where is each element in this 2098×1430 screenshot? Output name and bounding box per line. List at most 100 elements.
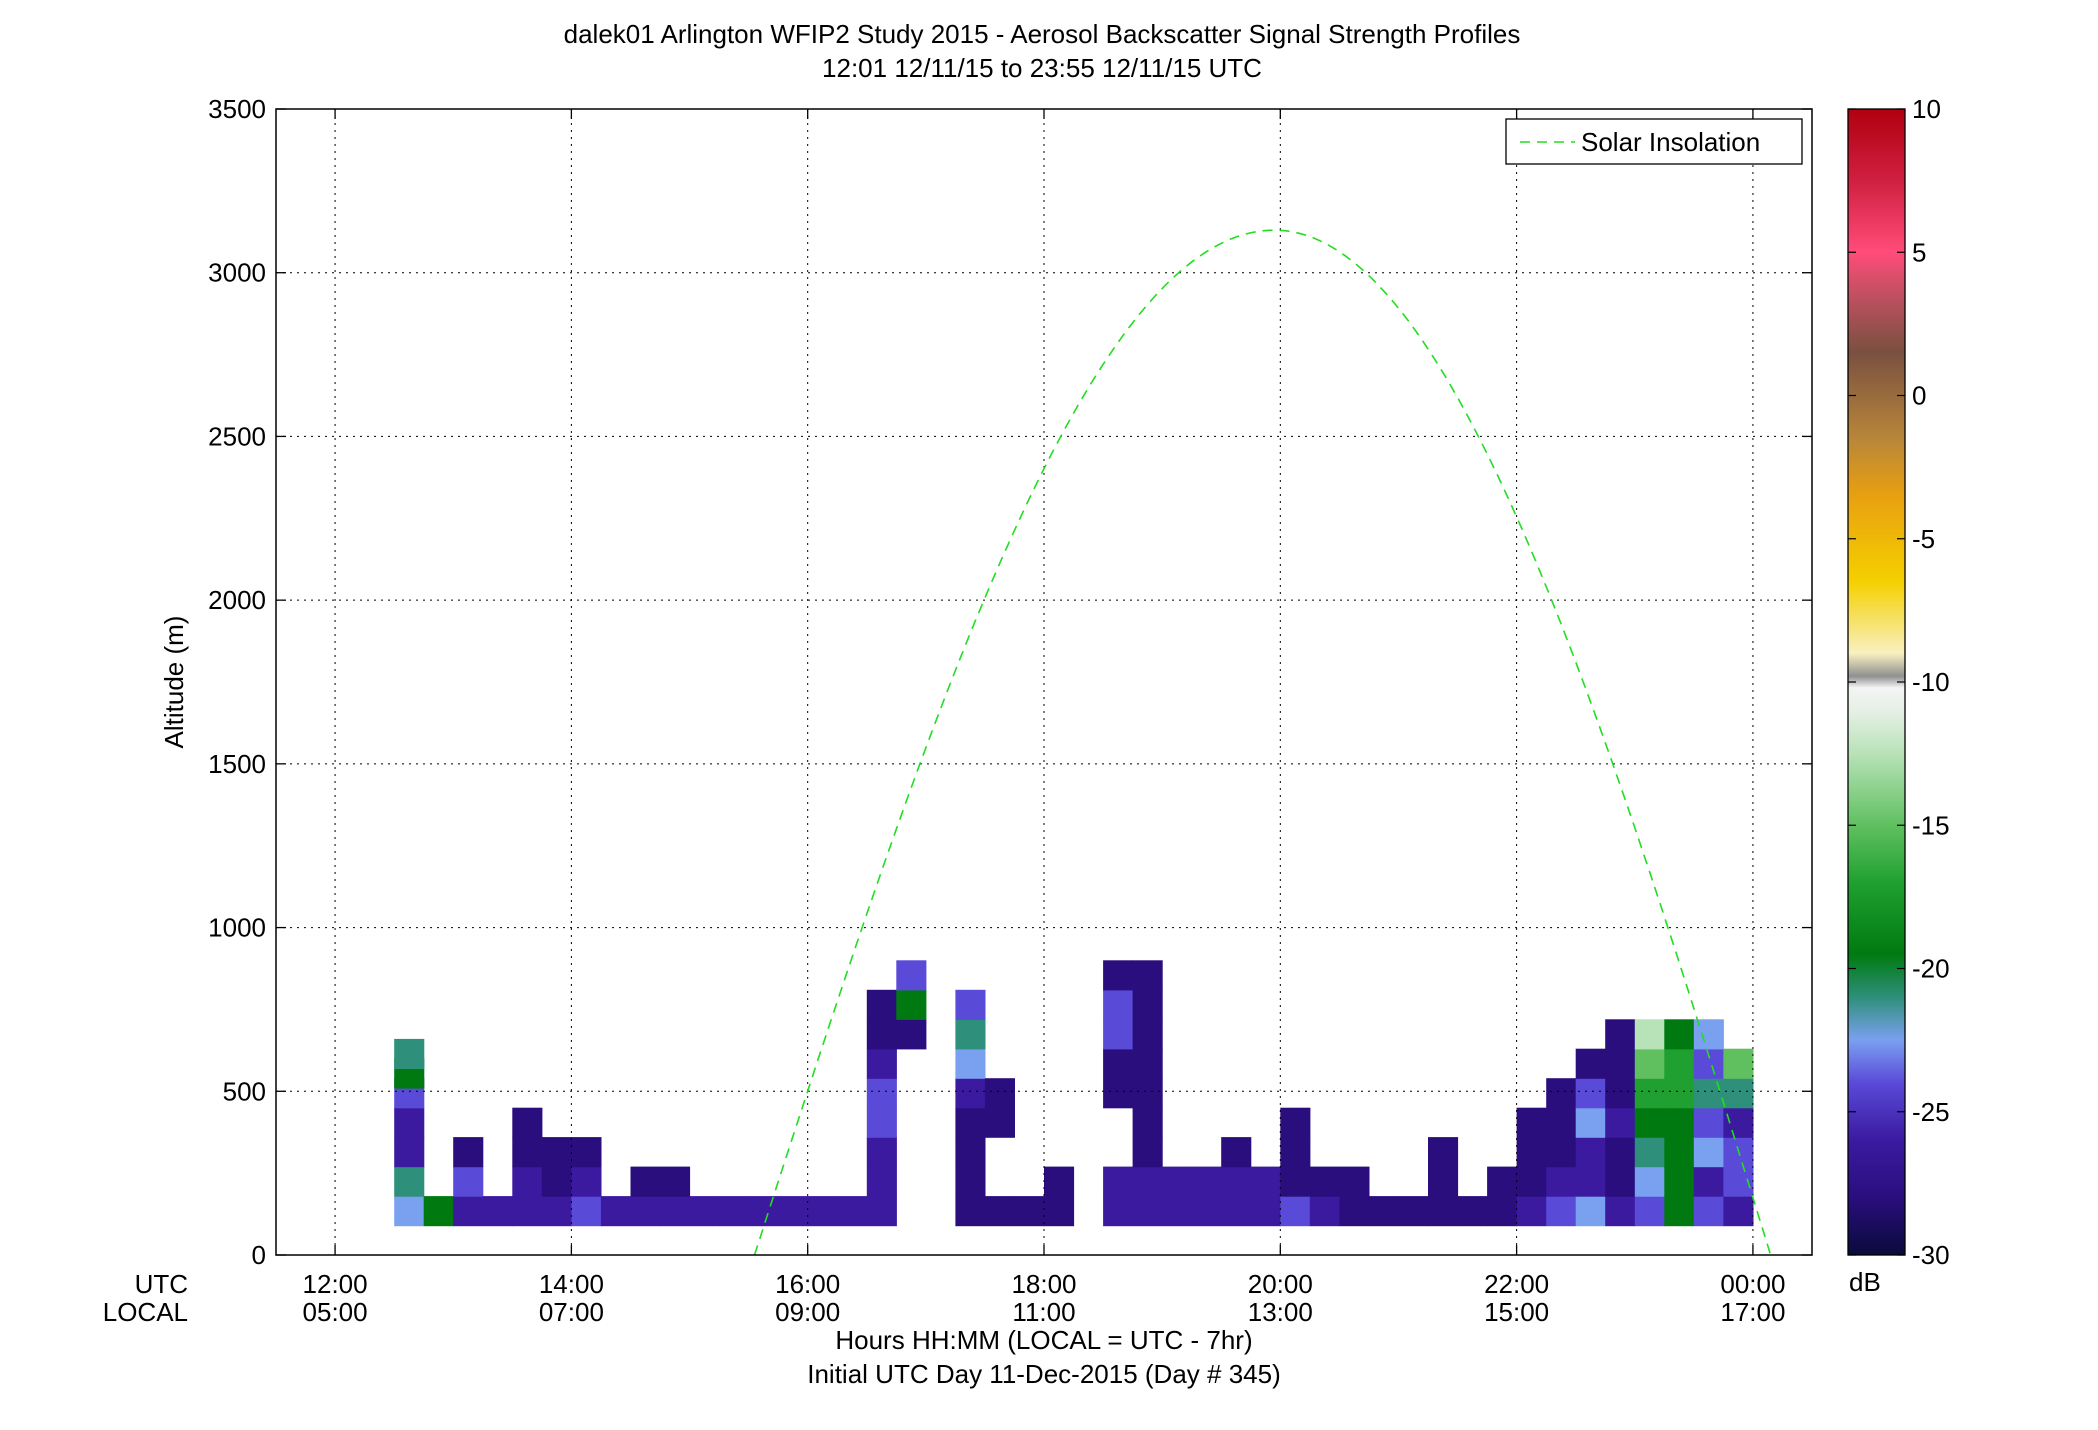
heatmap-cell	[1368, 1196, 1399, 1227]
colorbar-tick-label: -25	[1912, 1097, 1950, 1127]
x-axis-label: Hours HH:MM (LOCAL = UTC - 7hr)	[835, 1325, 1252, 1355]
heatmap-cell	[689, 1196, 720, 1227]
heatmap-cell	[955, 1196, 986, 1227]
heatmap-cell	[1605, 1107, 1636, 1138]
colorbar-tick-label: -10	[1912, 667, 1950, 697]
heatmap-cell	[1605, 1166, 1636, 1197]
x-tick-label-utc: 16:00	[775, 1269, 840, 1299]
x-tick-label-local: 07:00	[539, 1297, 604, 1327]
x-tick-label-local: 09:00	[775, 1297, 840, 1327]
chart-title: dalek01 Arlington WFIP2 Study 2015 - Aer…	[564, 19, 1521, 49]
heatmap-cell	[866, 1107, 897, 1138]
heatmap-cell	[1575, 1048, 1606, 1079]
heatmap-cell	[1575, 1166, 1606, 1197]
heatmap-cell	[571, 1166, 602, 1197]
heatmap-cell	[955, 989, 986, 1020]
heatmap-cell	[1634, 1019, 1665, 1050]
heatmap-cell	[1605, 1078, 1636, 1109]
heatmap-cell	[1664, 1107, 1695, 1138]
x-tick-label-utc: 18:00	[1011, 1269, 1076, 1299]
heatmap-cell	[955, 1048, 986, 1079]
heatmap-cell	[1516, 1107, 1547, 1138]
heatmap-cell	[1693, 1107, 1724, 1138]
x-tick-label-local: 15:00	[1484, 1297, 1549, 1327]
heatmap-cell	[1103, 960, 1134, 991]
heatmap-cell	[1693, 1166, 1724, 1197]
heatmap-cell	[1280, 1196, 1311, 1227]
y-tick-label: 3000	[208, 258, 266, 288]
colorbar-tick-label: 0	[1912, 381, 1926, 411]
heatmap-cell	[1428, 1137, 1459, 1168]
heatmap-cell	[1605, 1196, 1636, 1227]
heatmap-cell	[1103, 1166, 1134, 1197]
heatmap-cell	[660, 1166, 691, 1197]
heatmap-cell	[1664, 1019, 1695, 1050]
heatmap-cell	[394, 1038, 425, 1069]
heatmap-cell	[1132, 960, 1163, 991]
heatmap-cell	[1723, 1048, 1754, 1079]
heatmap-cell	[896, 989, 927, 1020]
heatmap-cell	[1664, 1048, 1695, 1079]
heatmap-cell	[394, 1107, 425, 1138]
heatmap-cell	[541, 1166, 572, 1197]
heatmap-cell	[512, 1166, 543, 1197]
heatmap-cell	[394, 1166, 425, 1197]
heatmap-cell	[955, 1019, 986, 1050]
heatmap-cell	[1398, 1196, 1429, 1227]
heatmap-cell	[866, 989, 897, 1020]
y-tick-label: 2500	[208, 421, 266, 451]
x-tick-label-local: 17:00	[1720, 1297, 1785, 1327]
heatmap-cell	[1014, 1196, 1045, 1227]
heatmap-cell	[1693, 1048, 1724, 1079]
heatmap-cell	[1132, 1166, 1163, 1197]
legend-label-solar-insolation: Solar Insolation	[1581, 127, 1760, 157]
heatmap-cell	[1723, 1196, 1754, 1227]
colorbar-unit: dB	[1849, 1267, 1881, 1297]
colorbar-tick-label: 10	[1912, 94, 1941, 124]
y-tick-label: 0	[252, 1240, 266, 1270]
heatmap-cell	[1723, 1107, 1754, 1138]
heatmap-cell	[866, 1048, 897, 1079]
heatmap-cell	[512, 1107, 543, 1138]
heatmap-cell	[719, 1196, 750, 1227]
heatmap-cell	[1428, 1196, 1459, 1227]
legend: Solar Insolation	[1505, 118, 1803, 165]
colorbar	[1847, 108, 1906, 1256]
heatmap-cell	[1103, 1019, 1134, 1050]
heatmap-cell	[453, 1137, 484, 1168]
heatmap-cell	[1250, 1166, 1281, 1197]
heatmap-cell	[1546, 1107, 1577, 1138]
heatmap-cell	[837, 1196, 868, 1227]
colorbar-tick-label: -15	[1912, 810, 1950, 840]
heatmap-cell	[1546, 1196, 1577, 1227]
heatmap-cell	[955, 1137, 986, 1168]
heatmap-cell	[955, 1166, 986, 1197]
heatmap-cell	[955, 1078, 986, 1109]
heatmap-cell	[1221, 1166, 1252, 1197]
heatmap-cell	[1693, 1196, 1724, 1227]
colorbar-tick-label: -20	[1912, 954, 1950, 984]
heatmap-cell	[866, 1019, 897, 1050]
heatmap-cell	[600, 1196, 631, 1227]
x-axis-label-secondary: Initial UTC Day 11-Dec-2015 (Day # 345)	[807, 1359, 1280, 1389]
heatmap-cell	[1487, 1196, 1518, 1227]
heatmap-cell	[1664, 1078, 1695, 1109]
heatmap-cell	[571, 1196, 602, 1227]
heatmap-cell	[1132, 989, 1163, 1020]
heatmap-cell	[866, 1078, 897, 1109]
x-tick-label-utc: 14:00	[539, 1269, 604, 1299]
heatmap-cell	[512, 1196, 543, 1227]
heatmap-cell	[1575, 1137, 1606, 1168]
heatmap-cell	[1191, 1196, 1222, 1227]
y-tick-label: 500	[223, 1076, 266, 1106]
heatmap-cell	[1575, 1107, 1606, 1138]
y-tick-label: 3500	[208, 94, 266, 124]
heatmap-cell	[866, 1166, 897, 1197]
heatmap-cell	[1693, 1137, 1724, 1168]
heatmap-cell	[1132, 1196, 1163, 1227]
heatmap-cell	[1634, 1137, 1665, 1168]
heatmap-cell	[1103, 1196, 1134, 1227]
